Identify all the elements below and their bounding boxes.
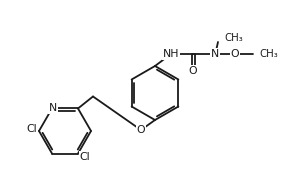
Text: O: O <box>137 125 145 135</box>
Text: N: N <box>211 49 219 59</box>
Text: NH: NH <box>163 49 179 59</box>
Text: CH₃: CH₃ <box>259 49 278 59</box>
Text: Cl: Cl <box>27 124 37 134</box>
Text: N: N <box>49 104 57 113</box>
Text: O: O <box>189 66 197 76</box>
Text: Cl: Cl <box>80 151 90 161</box>
Text: O: O <box>231 49 239 59</box>
Text: CH₃: CH₃ <box>224 33 243 43</box>
